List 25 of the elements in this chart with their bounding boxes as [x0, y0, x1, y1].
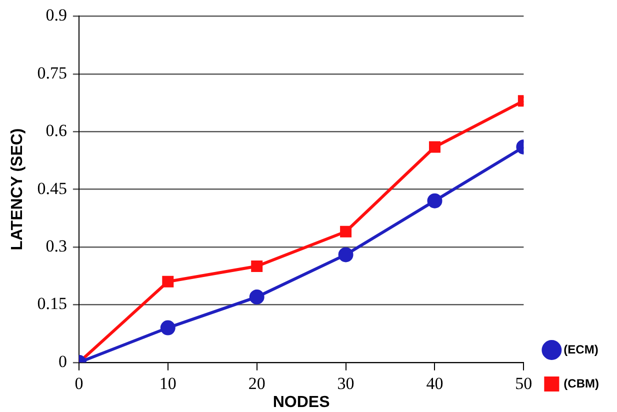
- y-tick-label: 0.6: [46, 121, 67, 140]
- point: [340, 226, 352, 238]
- x-axis-title: NODES: [272, 394, 330, 411]
- x-tick-label: 0: [74, 374, 84, 394]
- x-tick-label: 30: [337, 374, 354, 394]
- x-tick-label: 10: [159, 374, 176, 394]
- x-tick-label: 50: [515, 374, 532, 394]
- y-tick-label: 0.15: [37, 294, 67, 314]
- legend-label: (ECM): [564, 342, 598, 356]
- y-tick-label: 0.9: [46, 6, 67, 25]
- point: [249, 290, 264, 305]
- point: [427, 193, 442, 208]
- x-tick-label: 40: [426, 374, 444, 394]
- y-tick-label: 0: [58, 352, 67, 371]
- y-axis-title: LATENCY (SEC): [9, 128, 26, 250]
- y-tick-label: 0.45: [37, 178, 67, 198]
- point: [162, 276, 174, 288]
- point: [251, 260, 263, 272]
- y-tick-label: 0.3: [46, 236, 67, 256]
- x-tick-label: 20: [248, 374, 266, 394]
- point: [338, 247, 354, 262]
- legend-label: (CBM): [564, 376, 600, 390]
- point: [428, 141, 440, 153]
- point: [160, 320, 176, 336]
- y-tick-label: 0.75: [37, 63, 67, 82]
